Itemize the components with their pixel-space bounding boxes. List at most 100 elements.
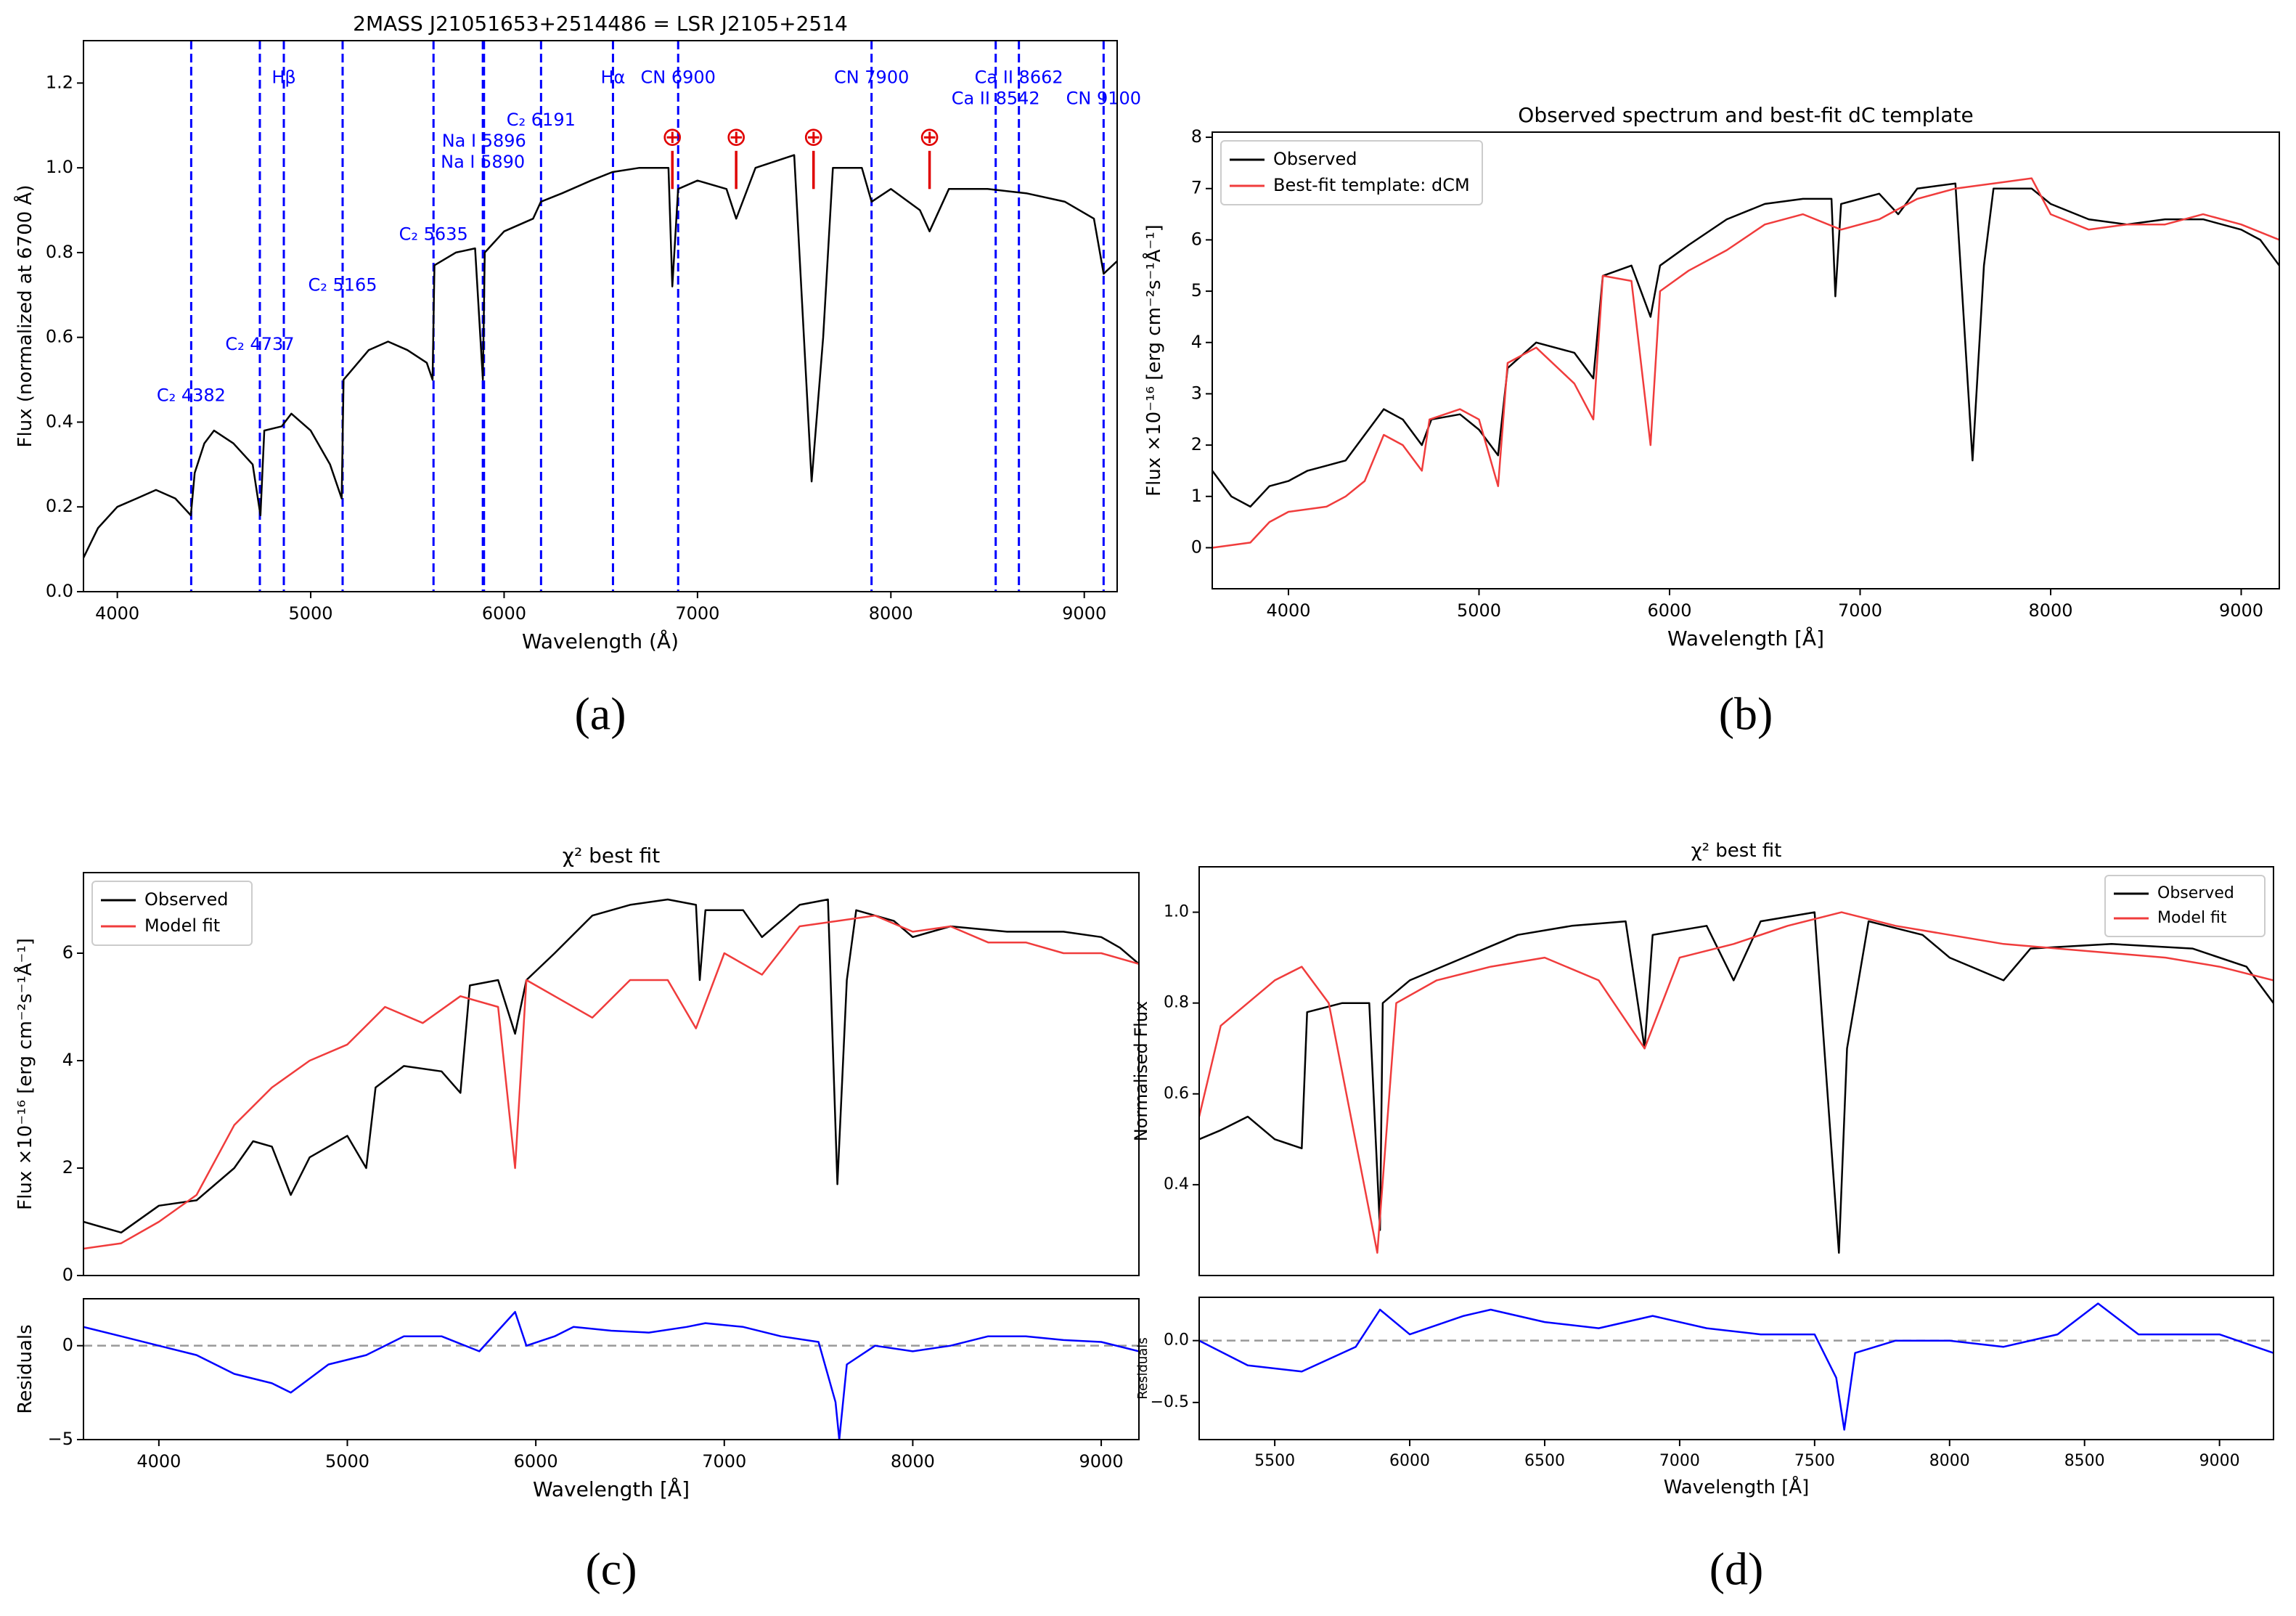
x-tick-label: 8000 (1929, 1452, 1970, 1470)
plot-area (1199, 911, 2273, 1254)
plot-area (83, 1310, 1139, 1440)
y-tick-label: 0.6 (46, 327, 73, 347)
axes-frame (83, 872, 1140, 1276)
plot-area (1199, 1302, 2273, 1431)
telluric-symbol: ⊕ (725, 122, 747, 152)
telluric-symbol: ⊕ (661, 122, 683, 152)
y-tick-label: 4 (62, 1050, 73, 1070)
x-tick-label: 8000 (891, 1451, 935, 1472)
y-tick-label: 1.0 (1164, 903, 1189, 921)
x-axis-label: Wavelength [Å] (533, 1477, 690, 1501)
line-label: Ca II 8662 (975, 67, 1063, 87)
x-axis-label: Wavelength [Å] (1664, 1475, 1810, 1498)
spectrum-line (1199, 1302, 2273, 1431)
plot-area (83, 898, 1139, 1250)
y-tick-label: 0 (62, 1265, 73, 1285)
x-tick-label: 4000 (136, 1451, 181, 1472)
x-axis-label: Wavelength [Å] (1667, 626, 1824, 650)
plot-area (83, 41, 1117, 592)
y-tick-label: 5 (1191, 280, 1202, 301)
legend-box (2104, 875, 2266, 937)
spectrum-line (1199, 911, 2273, 1254)
x-tick-label: 6500 (1524, 1452, 1565, 1470)
y-axis-label: Normalised Flux (1131, 1001, 1151, 1142)
legend-label: Model fit (144, 915, 220, 936)
line-label: C₂ 6191 (507, 110, 576, 130)
chart-title: χ² best fit (563, 844, 660, 868)
y-tick-label: 1.2 (46, 72, 73, 92)
x-tick-label: 7000 (1659, 1452, 1700, 1470)
y-tick-label: 1.0 (46, 157, 73, 177)
y-tick-label: 0.2 (46, 496, 73, 516)
legend-box (1220, 140, 1483, 205)
x-tick-label: 7000 (702, 1451, 746, 1472)
legend-label: Model fit (2157, 909, 2227, 927)
y-tick-label: 0.0 (46, 581, 73, 601)
axes-frame (1212, 131, 2280, 589)
axes-frame (83, 40, 1118, 592)
y-axis-label: Flux ×10⁻¹⁶ [erg cm⁻²s⁻¹Å⁻¹] (13, 938, 36, 1210)
legend-box (91, 881, 253, 946)
y-tick-label: 0.8 (46, 242, 73, 262)
spectrum-line (83, 1310, 1139, 1440)
spectrum-line (1199, 911, 2273, 1254)
telluric-symbol: ⊕ (918, 122, 940, 152)
y-tick-label: 8 (1191, 126, 1202, 147)
x-tick-label: 9000 (1079, 1451, 1124, 1472)
x-tick-label: 6000 (1389, 1452, 1430, 1470)
axes-frame (1198, 866, 2274, 1276)
x-tick-label: 7000 (675, 603, 719, 624)
x-tick-label: 5000 (1457, 600, 1501, 621)
y-tick-label: −5 (48, 1429, 73, 1449)
panel-label: (d) (1709, 1543, 1764, 1595)
line-label: C₂ 5635 (399, 224, 468, 244)
spectrum-line (1212, 177, 2279, 549)
x-tick-label: 5000 (325, 1451, 369, 1472)
panel-label: (c) (585, 1543, 637, 1595)
x-tick-label: 9000 (1062, 603, 1106, 624)
x-tick-label: 6000 (514, 1451, 558, 1472)
legend-label: Observed (2157, 884, 2234, 902)
telluric-symbol: ⊕ (803, 122, 825, 152)
y-tick-label: 7 (1191, 178, 1202, 198)
x-tick-label: 8500 (2064, 1452, 2105, 1470)
y-tick-label: 0.4 (1164, 1175, 1189, 1193)
y-tick-label: 1 (1191, 486, 1202, 506)
y-axis-label: Flux (normalized at 6700 Å) (13, 185, 36, 448)
line-label: Hβ (271, 67, 295, 87)
line-label: CN 7900 (834, 67, 909, 87)
spectrum-line (83, 914, 1139, 1250)
y-axis-label: Residuals (1135, 1337, 1151, 1399)
axes-frame (1198, 1297, 2274, 1440)
line-label: C₂ 5165 (308, 274, 377, 295)
line-label: C₂ 4737 (225, 334, 294, 354)
y-tick-label: 6 (62, 942, 73, 963)
plot-area (1212, 177, 2279, 549)
line-label: CN 9100 (1066, 89, 1141, 109)
y-tick-label: 0.8 (1164, 994, 1189, 1012)
x-tick-label: 7000 (1838, 600, 1882, 621)
x-axis-label: Wavelength (Å) (522, 629, 679, 653)
line-label: CN 6900 (641, 67, 716, 87)
legend-label: Observed (144, 889, 228, 910)
legend-label: Best-fit template: dCM (1273, 175, 1470, 195)
y-tick-label: 3 (1191, 383, 1202, 403)
x-tick-label: 9000 (2199, 1452, 2240, 1470)
x-tick-label: 7500 (1794, 1452, 1835, 1470)
x-tick-label: 6000 (1647, 600, 1691, 621)
y-axis-label: Residuals (15, 1324, 36, 1413)
y-axis-label: Flux ×10⁻¹⁶ [erg cm⁻²s⁻¹Å⁻¹] (1142, 224, 1165, 497)
y-tick-label: 2 (62, 1157, 73, 1178)
x-tick-label: 5000 (289, 603, 333, 624)
y-tick-label: 2 (1191, 434, 1202, 454)
spectrum-line (83, 898, 1139, 1234)
spectrum-line (83, 154, 1117, 558)
x-tick-label: 9000 (2219, 600, 2263, 621)
y-tick-label: 4 (1191, 332, 1202, 352)
line-label: Na I 5890 (441, 152, 525, 172)
y-tick-label: 0 (1191, 536, 1202, 557)
chart-title: 2MASS J21051653+2514486 = LSR J2105+2514 (353, 12, 848, 36)
y-tick-label: 0.6 (1164, 1085, 1189, 1103)
x-tick-label: 5500 (1254, 1452, 1295, 1470)
